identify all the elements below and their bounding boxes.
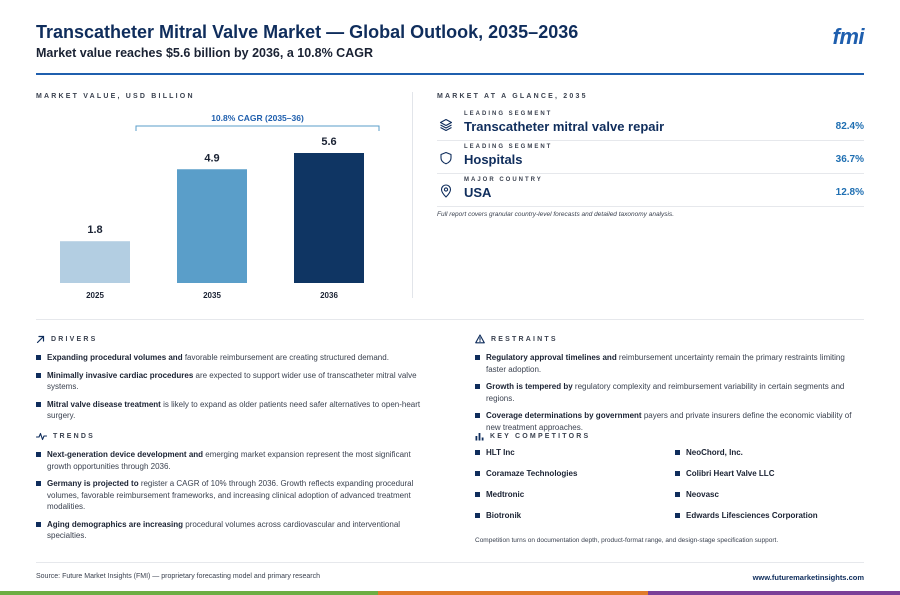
map-pin-icon [440,184,452,198]
pulse-icon [36,432,47,441]
bar-2025 [60,241,130,283]
driver-item: Expanding procedural volumes and favorab… [36,352,431,364]
glance-name: USA [464,185,492,200]
market-value-chart: 1.8 2025 4.9 2035 5.6 2036 10.8% CAGR (2035–36… [36,105,406,305]
restraints-header: RESTRAINTS [475,334,558,344]
x-tick-label: 2035 [203,291,221,300]
glance-row-country: MAJOR COUNTRY USA 12.8% [437,177,864,207]
bar-value-label: 4.9 [204,152,219,164]
arrow-up-right-icon [36,335,45,344]
vertical-divider [412,92,413,298]
driver-item: Mitral valve disease treatment is likely… [36,399,431,422]
trend-item: Aging demographics are increasing proced… [36,519,431,542]
color-bar-orange [378,591,648,595]
footer-color-bar [0,591,900,595]
competitor-item: Neovasc [675,491,865,499]
glance-percent: 82.4% [835,121,864,132]
competitor-item: Edwards Lifesciences Corporation [675,512,865,520]
competitor-item: NeoChord, Inc. [675,449,865,457]
glance-kind: MAJOR COUNTRY [464,177,543,183]
bar-value-label: 1.8 [87,224,102,236]
glance-name: Hospitals [464,152,523,167]
x-tick-label: 2025 [86,291,104,300]
glance-row-segment-2: LEADING SEGMENT Hospitals 36.7% [437,144,864,174]
competitors-header: KEY COMPETITORS [475,432,590,441]
competitor-item: HLT Inc [475,449,675,457]
shield-icon [440,151,452,165]
restraints-label: RESTRAINTS [491,335,558,343]
bar-2036 [294,153,364,283]
bar-2035 [177,169,247,283]
competitors-note: Competition turns on documentation depth… [475,537,779,544]
chart-section-label: MARKET VALUE, USD BILLION [36,93,195,100]
page-title: Transcatheter Mitral Valve Market — Glob… [36,22,579,42]
color-bar-purple [648,591,900,595]
competitor-item: Biotronik [475,512,675,520]
cagr-bracket [135,125,380,131]
trends-list: Next-generation device development and e… [36,449,431,548]
drivers-header: DRIVERS [36,335,98,344]
bar-chart-svg: 1.8 2025 4.9 2035 5.6 2036 10.8% CAGR (2035–36… [60,113,380,300]
driver-item: Minimally invasive cardiac procedures ar… [36,370,431,393]
bar-value-label: 5.6 [321,136,336,148]
glance-percent: 36.7% [835,154,864,165]
competitor-item: Coramaze Technologies [475,470,675,478]
glance-row-segment-1: LEADING SEGMENT Transcatheter mitral val… [437,111,864,141]
cagr-annotation: 10.8% CAGR (2035–36) [211,113,304,123]
glance-section-label: MARKET AT A GLANCE, 2035 [437,93,588,100]
section-divider [36,319,864,320]
restraint-item: Coverage determinations by government pa… [475,410,865,433]
glance-percent: 12.8% [835,187,864,198]
website-link[interactable]: www.futuremarketinsights.com [752,573,864,582]
competitor-item: Medtronic [475,491,675,499]
competitors-label: KEY COMPETITORS [490,433,591,440]
restraint-item: Regulatory approval timelines and reimbu… [475,352,865,375]
fmi-logo[interactable]: fmi [832,24,865,49]
footer-divider [36,562,864,563]
x-tick-label: 2036 [320,291,338,300]
restraint-item: Growth is tempered by regulatory complex… [475,381,865,404]
bar-chart-icon [475,433,484,441]
source-note: Source: Future Market Insights (FMI) — p… [36,573,320,580]
restraints-list: Regulatory approval timelines and reimbu… [475,352,865,439]
color-bar-green [0,591,378,595]
glance-kind: LEADING SEGMENT [464,111,553,117]
header-divider [36,73,864,75]
trend-item: Germany is projected to register a CAGR … [36,478,431,513]
warning-icon [475,334,485,344]
glance-name: Transcatheter mitral valve repair [464,119,665,134]
trends-header: TRENDS [36,432,95,441]
drivers-label: DRIVERS [51,336,98,343]
trend-item: Next-generation device development and e… [36,449,431,472]
drivers-list: Expanding procedural volumes and favorab… [36,352,431,428]
layers-icon [439,118,453,132]
trends-label: TRENDS [53,433,95,440]
glance-kind: LEADING SEGMENT [464,144,553,150]
competitors-grid: HLT Inc NeoChord, Inc. Coramaze Technolo… [475,449,865,520]
competitor-item: Colibri Heart Valve LLC [675,470,865,478]
page-subtitle: Market value reaches $5.6 billion by 203… [36,46,373,60]
glance-note: Full report covers granular country-leve… [437,211,675,218]
